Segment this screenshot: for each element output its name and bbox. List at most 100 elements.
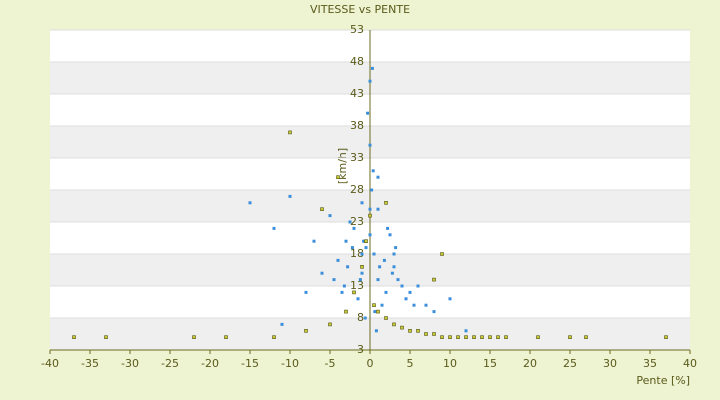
point [312, 239, 316, 243]
y-tick-label: 53 [350, 23, 364, 36]
point [248, 201, 252, 205]
x-tick-label: -5 [325, 357, 336, 370]
point [416, 284, 420, 288]
point [392, 322, 396, 327]
point [536, 335, 540, 340]
point [332, 278, 336, 282]
point [378, 265, 382, 269]
point [480, 335, 484, 340]
point [272, 226, 276, 230]
x-tick-label: -20 [201, 357, 219, 370]
point [348, 220, 352, 224]
point [224, 335, 228, 340]
point [328, 214, 332, 218]
point [412, 303, 416, 307]
point [104, 335, 108, 340]
x-tick-label: 25 [563, 357, 577, 370]
point [432, 310, 436, 314]
y-tick-label: 18 [350, 247, 364, 260]
point [366, 111, 370, 115]
x-tick-label: 5 [407, 357, 414, 370]
point [352, 226, 356, 230]
point [392, 252, 396, 256]
point [368, 213, 372, 218]
point [372, 252, 376, 256]
point [372, 303, 376, 308]
point [344, 239, 348, 243]
point [371, 169, 375, 173]
point [328, 322, 332, 327]
point [464, 329, 468, 333]
point [373, 310, 377, 314]
x-axis-title: Pente [%] [636, 374, 690, 387]
point [400, 325, 404, 330]
y-tick-label: 23 [350, 215, 364, 228]
point [72, 335, 76, 340]
x-tick-label: 40 [683, 357, 697, 370]
point [304, 290, 308, 294]
point [440, 335, 444, 340]
point [472, 335, 476, 340]
point [408, 328, 412, 333]
point [392, 265, 396, 269]
point [342, 284, 346, 288]
point [360, 271, 364, 275]
x-tick-label: -35 [81, 357, 99, 370]
y-axis-title: [km/h] [336, 148, 349, 184]
point [388, 233, 392, 237]
point [404, 297, 408, 301]
point [352, 290, 356, 295]
point [584, 335, 588, 340]
point [336, 175, 340, 179]
y-tick-label: 38 [350, 119, 364, 132]
point [384, 290, 388, 294]
point [456, 335, 460, 340]
x-tick-label: 15 [483, 357, 497, 370]
point [368, 207, 372, 211]
x-tick-label: 35 [643, 357, 657, 370]
x-tick-label: -25 [161, 357, 179, 370]
point [416, 328, 420, 333]
point [464, 335, 468, 340]
point [340, 290, 344, 294]
point [374, 329, 378, 333]
y-tick-label: 28 [350, 183, 364, 196]
point [370, 188, 374, 192]
point [368, 233, 372, 237]
point [380, 303, 384, 307]
point [364, 246, 368, 250]
point [368, 143, 372, 147]
point [364, 239, 368, 243]
x-tick-label: 10 [443, 357, 457, 370]
point [362, 239, 366, 243]
chart-title: VITESSE vs PENTE [310, 3, 410, 16]
point [394, 246, 398, 250]
x-tick-label: -40 [41, 357, 59, 370]
point [448, 335, 452, 340]
x-tick-label: -30 [121, 357, 139, 370]
y-tick-label: 8 [357, 311, 364, 324]
point [488, 335, 492, 340]
point [400, 284, 404, 288]
point [424, 332, 428, 336]
point [386, 226, 390, 230]
point [408, 290, 412, 294]
y-tick-label: 48 [350, 55, 364, 68]
point [382, 258, 386, 262]
point [440, 252, 444, 256]
point [356, 297, 360, 301]
point [288, 194, 292, 198]
point [280, 322, 284, 326]
y-tick-label: 33 [350, 151, 364, 164]
point [448, 297, 452, 301]
point [390, 271, 394, 275]
y-tick-label: 13 [350, 279, 364, 292]
point [432, 332, 436, 336]
point [496, 335, 500, 340]
point [360, 264, 364, 269]
x-tick-label: 0 [367, 357, 374, 370]
point [504, 335, 508, 340]
point [368, 79, 372, 83]
x-tick-label: 30 [603, 357, 617, 370]
